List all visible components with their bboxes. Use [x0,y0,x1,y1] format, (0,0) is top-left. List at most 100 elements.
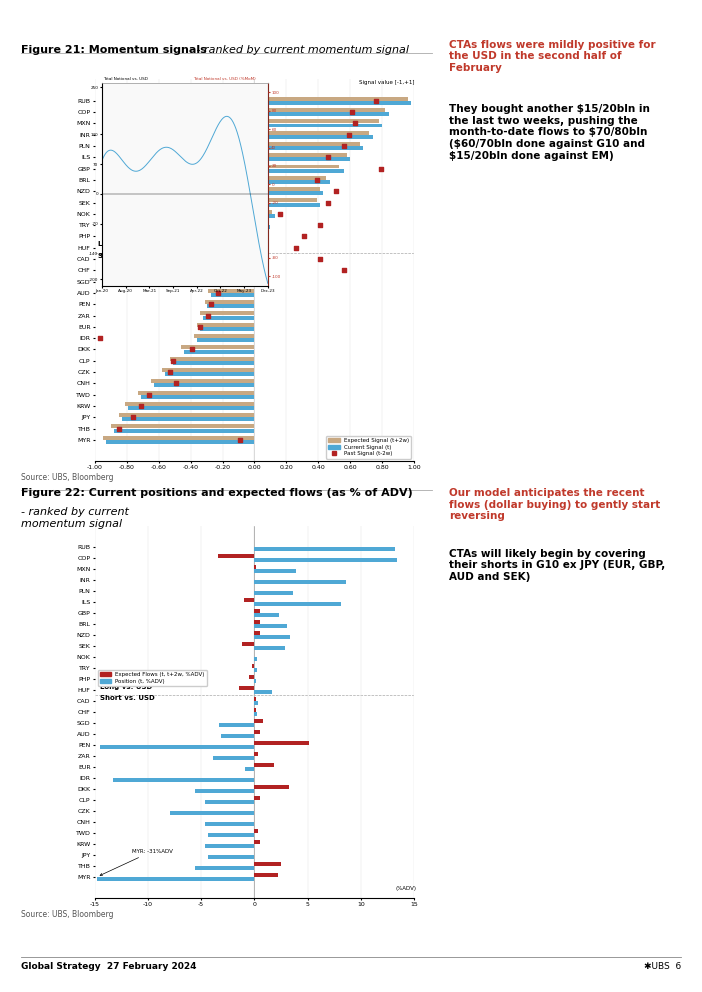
Bar [255,679,256,682]
Bar [255,158,350,162]
Point [164,364,176,380]
Bar [255,135,373,139]
Bar [255,668,257,672]
Bar [255,591,293,594]
Bar [205,301,255,305]
Bar [255,558,397,561]
Bar [255,547,395,551]
Bar [255,873,278,877]
Bar [171,810,255,814]
Bar [125,402,255,406]
Bar [255,862,281,866]
Bar [255,689,272,693]
Bar [197,338,255,342]
Text: Figure 22: Current positions and expected flows (as % of ADV): Figure 22: Current positions and expecte… [21,488,413,498]
Bar [151,379,255,383]
Bar [255,635,290,639]
Text: Signal value [-1,+1]: Signal value [-1,+1] [359,80,414,85]
Bar [255,131,369,135]
Bar [255,146,363,150]
Bar [255,752,258,756]
Bar [255,568,296,572]
Text: Total Notional vs. USD: Total Notional vs. USD [103,77,148,81]
Bar [100,745,255,749]
Bar [255,763,274,767]
Bar [255,613,279,617]
Bar [255,785,289,789]
Point [338,262,350,278]
Point [311,172,322,187]
Point [274,206,286,222]
Bar [255,631,260,635]
Text: Short vs. USD: Short vs. USD [100,694,155,700]
Point [167,353,178,369]
Bar [255,244,263,248]
Bar [165,372,255,376]
Bar [255,169,344,173]
Point [331,184,342,199]
Bar [208,855,255,859]
Bar [113,778,255,782]
Text: Figure 21: Momentum signals: Figure 21: Momentum signals [21,45,207,55]
Bar [208,289,255,293]
Bar [119,414,255,417]
Bar [255,602,340,606]
Bar [255,624,288,628]
Bar [255,198,317,202]
Bar [170,357,255,361]
Point [135,398,147,414]
Bar [255,187,320,191]
Bar [255,225,270,229]
Bar [194,334,255,338]
Text: Short vs. USD: Short vs. USD [98,253,153,259]
Point [314,251,326,267]
Bar [255,564,256,568]
Bar [255,620,260,624]
Text: Global Strategy  27 February 2024: Global Strategy 27 February 2024 [21,962,197,971]
Point [203,308,214,323]
Bar [106,440,255,444]
Point [314,217,326,233]
Bar [162,368,255,372]
Point [298,228,310,244]
Text: MYR: -31%ADV: MYR: -31%ADV [100,849,173,876]
Bar [255,142,360,146]
Point [291,240,302,256]
Bar [255,191,323,195]
Point [338,138,350,154]
Bar [204,315,255,319]
Bar [255,180,329,184]
Bar [235,271,255,275]
Bar [252,664,255,668]
Text: Long vs. USD: Long vs. USD [98,241,150,247]
Bar [184,349,255,353]
Bar [255,214,275,218]
Bar [255,236,265,240]
Bar [181,345,255,349]
Point [350,115,361,131]
Bar [255,176,326,180]
Bar [206,822,255,825]
Bar [200,327,255,331]
Bar [245,767,255,771]
Text: Long vs. USD: Long vs. USD [100,683,152,689]
Point [128,410,139,426]
Bar [206,305,255,309]
Point [220,274,232,290]
Bar [208,833,255,837]
Bar [255,153,347,157]
Bar [200,311,255,315]
Text: Source: UBS, Bloomberg: Source: UBS, Bloomberg [21,910,114,919]
Point [187,341,198,357]
Point [234,432,246,447]
Bar [102,435,255,439]
Bar [206,800,255,804]
Bar [114,429,255,433]
Bar [255,657,257,661]
Bar [97,877,255,881]
Bar [216,278,255,282]
Bar [141,395,255,399]
Point [171,375,182,391]
Bar [255,708,256,711]
Legend: Expected Signal (t+2w), Current Signal (t), Past Signal (t-2w): Expected Signal (t+2w), Current Signal (… [326,435,411,458]
